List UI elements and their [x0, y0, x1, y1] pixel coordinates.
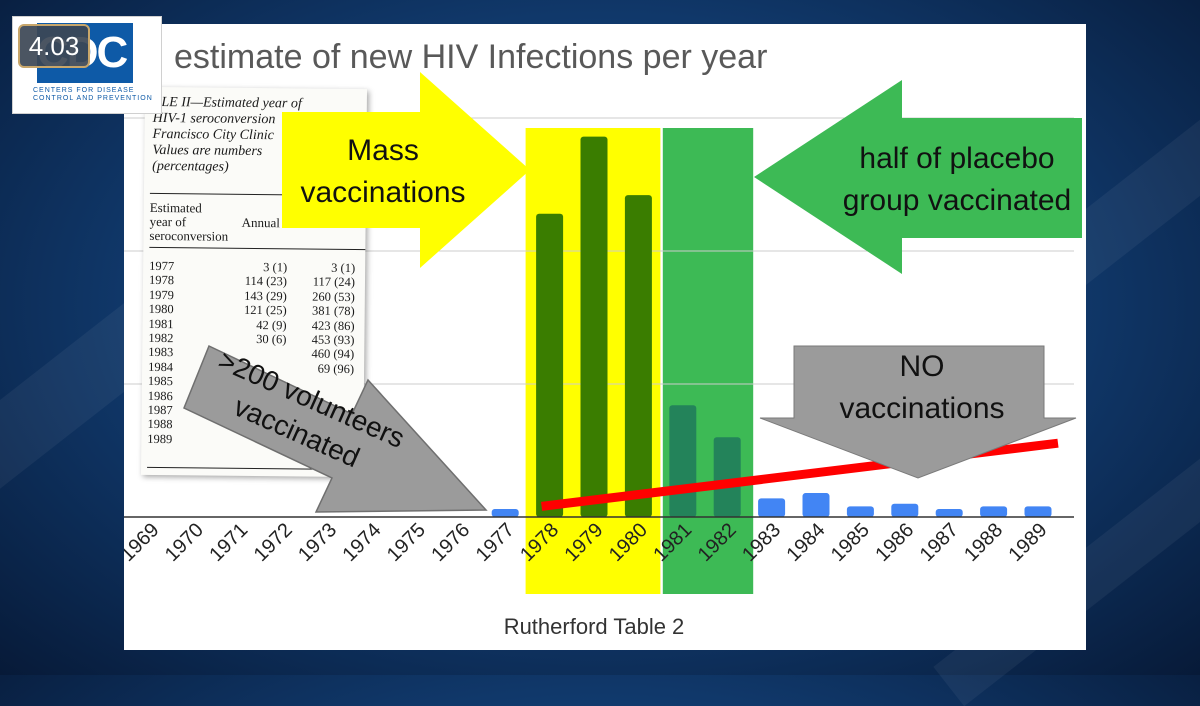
volunteers-arrow: [183, 344, 488, 513]
bar-1980: [624, 195, 652, 517]
bar-1989: [1024, 506, 1052, 517]
mass-vaccinations-label: Mass vaccinations: [300, 134, 466, 209]
bar-1978: [536, 213, 564, 517]
bar-1985: [846, 506, 874, 517]
bar-1983: [758, 498, 786, 517]
video-timestamp: 4.03: [18, 24, 90, 68]
bar-1987: [935, 509, 963, 517]
half-placebo-arrow: [754, 80, 1082, 274]
annotation-layer: [183, 72, 1082, 513]
chart-title: estimate of new HIV Infections per year: [174, 38, 767, 76]
mass-vaccinations-arrow: [282, 72, 530, 268]
half-placebo-label: half of placebo group vaccinated: [842, 142, 1072, 217]
bar-1982: [713, 437, 741, 517]
bar-1984: [802, 493, 830, 517]
no-vaccinations-arrow: [759, 345, 1077, 479]
bar-1979: [580, 136, 608, 517]
no-vaccinations-label: NO vaccinations: [839, 350, 1005, 425]
cdc-logo-org: Centers for Disease Control and Preventi…: [33, 87, 153, 102]
bar-1977: [491, 509, 519, 517]
bar-1988: [980, 506, 1008, 517]
bar-1986: [891, 503, 919, 517]
bar-chart: estimate of new HIV Infections per year0…: [124, 38, 1074, 639]
x-axis-label: Rutherford Table 2: [504, 614, 685, 639]
